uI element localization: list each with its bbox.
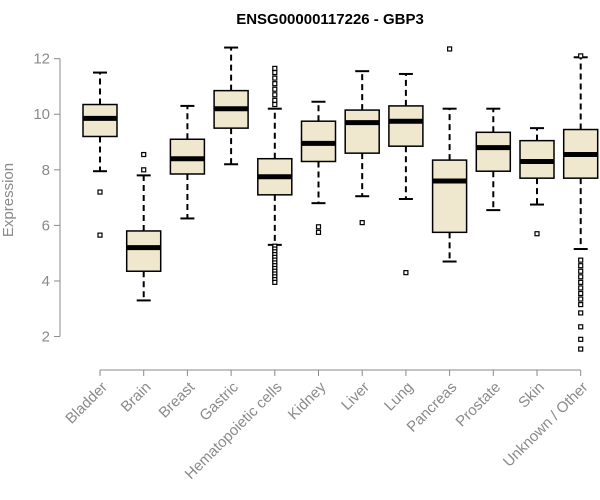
outlier-point bbox=[578, 296, 584, 302]
box-iqr bbox=[125, 230, 162, 272]
outlier-point bbox=[578, 268, 584, 274]
outlier-point bbox=[578, 257, 584, 263]
y-tick-label: 12 bbox=[33, 51, 50, 68]
outlier-point bbox=[272, 65, 278, 71]
x-tick-label: Brain bbox=[118, 379, 155, 416]
box-group bbox=[562, 53, 599, 352]
outlier-point bbox=[272, 69, 278, 76]
outlier-point bbox=[578, 301, 584, 308]
y-axis-label: Expression bbox=[0, 163, 17, 237]
box-group bbox=[519, 127, 555, 237]
outlier-point bbox=[578, 53, 584, 59]
box-group bbox=[344, 70, 380, 226]
outlier-point bbox=[141, 151, 147, 158]
plot-area bbox=[82, 46, 599, 352]
outlier-point bbox=[97, 189, 103, 195]
box-group bbox=[169, 104, 206, 220]
box-iqr bbox=[475, 131, 512, 172]
x-tick-label: Breast bbox=[156, 378, 199, 421]
box-iqr bbox=[431, 159, 468, 234]
y-tick-label: 10 bbox=[33, 106, 50, 123]
y-tick-label: 2 bbox=[42, 329, 50, 346]
outlier-point bbox=[272, 279, 278, 285]
y-tick-label: 6 bbox=[42, 217, 50, 234]
outlier-point bbox=[578, 346, 584, 352]
outlier-point bbox=[578, 274, 584, 280]
outlier-point bbox=[315, 229, 322, 235]
outlier-point bbox=[272, 101, 278, 108]
outlier-point bbox=[447, 46, 453, 52]
box-iqr bbox=[388, 105, 424, 147]
outlier-point bbox=[272, 92, 278, 98]
outlier-point bbox=[359, 220, 365, 226]
outlier-point bbox=[272, 75, 278, 81]
outlier-point bbox=[578, 336, 584, 342]
x-tick-label: Prostate bbox=[453, 379, 505, 431]
box-group bbox=[300, 100, 337, 235]
outlier-point bbox=[315, 224, 322, 230]
outlier-point bbox=[578, 310, 584, 316]
outlier-point bbox=[578, 263, 584, 269]
box-group bbox=[431, 46, 468, 263]
outlier-point bbox=[578, 290, 584, 297]
box-iqr bbox=[344, 109, 380, 154]
x-tick-label: Bladder bbox=[62, 379, 111, 428]
y-tick-label: 8 bbox=[42, 162, 50, 179]
outlier-point bbox=[578, 324, 584, 330]
outlier-point bbox=[272, 81, 278, 87]
y-tick-label: 4 bbox=[42, 273, 50, 290]
chart-title: ENSG00000117226 - GBP3 bbox=[236, 11, 424, 28]
box-group bbox=[475, 107, 512, 212]
outlier-point bbox=[272, 97, 278, 103]
box-group bbox=[213, 46, 249, 166]
outlier-point bbox=[578, 285, 584, 291]
box-group bbox=[388, 72, 424, 276]
outlier-point bbox=[272, 86, 278, 92]
outlier-point bbox=[141, 167, 147, 173]
outlier-point bbox=[534, 231, 540, 237]
x-tick-label: Liver bbox=[338, 379, 373, 414]
box-group bbox=[82, 71, 118, 238]
outlier-point bbox=[578, 279, 584, 285]
outlier-point bbox=[403, 270, 409, 276]
x-tick-label: Skin bbox=[515, 379, 548, 412]
box-group bbox=[257, 65, 293, 285]
outlier-point bbox=[97, 232, 103, 238]
x-tick-label: Kidney bbox=[285, 378, 330, 423]
x-tick-label: Lung bbox=[381, 379, 417, 415]
y-axis: 2 4 6 8 10 12 bbox=[33, 51, 61, 346]
box-group bbox=[125, 151, 162, 302]
